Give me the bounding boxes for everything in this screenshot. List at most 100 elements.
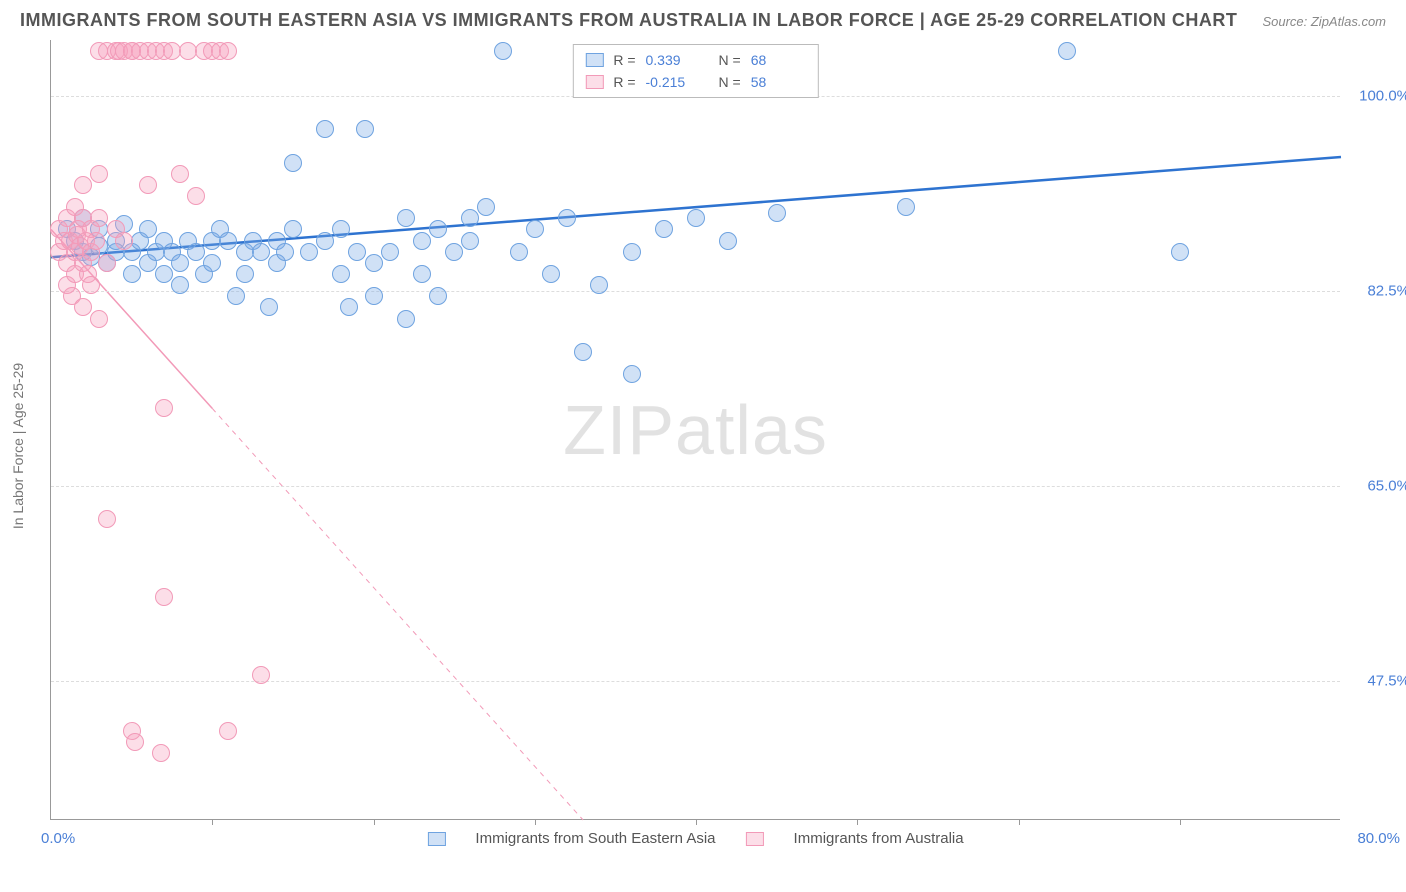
point-blue [365,254,383,272]
point-blue [365,287,383,305]
trend-line-dashed [212,408,583,820]
point-blue [284,154,302,172]
point-pink [98,254,116,272]
point-pink [90,310,108,328]
point-blue [590,276,608,294]
y-tick-label: 47.5% [1350,672,1406,689]
point-blue [356,120,374,138]
point-pink [87,232,105,250]
point-blue [276,243,294,261]
point-blue [558,209,576,227]
point-blue [623,243,641,261]
point-blue [445,243,463,261]
legend-row-blue: R = 0.339 N = 68 [585,49,805,71]
point-blue [542,265,560,283]
point-blue [123,265,141,283]
r-value-pink: -0.215 [646,71,701,93]
swatch-blue-icon [427,832,445,846]
legend-label-blue: Immigrants from South Eastern Asia [475,830,715,847]
scatter-plot: ZIPatlas R = 0.339 N = 68 R = -0.215 N =… [50,40,1340,820]
x-tick-mark [1019,819,1020,825]
point-blue [413,232,431,250]
point-pink [90,165,108,183]
point-pink [115,232,133,250]
x-tick-mark [1180,819,1181,825]
r-label: R = [613,71,635,93]
point-blue [284,220,302,238]
point-blue [203,254,221,272]
point-blue [413,265,431,283]
y-axis-label: In Labor Force | Age 25-29 [10,363,26,529]
source-credit: Source: ZipAtlas.com [1262,14,1386,29]
point-blue [381,243,399,261]
point-blue [316,120,334,138]
point-pink [171,165,189,183]
gridline-h [51,681,1340,682]
point-blue [429,220,447,238]
legend-row-pink: R = -0.215 N = 58 [585,71,805,93]
x-tick-mark [857,819,858,825]
point-pink [155,588,173,606]
point-blue [655,220,673,238]
point-blue [219,232,237,250]
r-label: R = [613,49,635,71]
series-legend: Immigrants from South Eastern Asia Immig… [427,830,963,847]
point-blue [397,209,415,227]
correlation-legend: R = 0.339 N = 68 R = -0.215 N = 58 [572,44,818,98]
point-blue [429,287,447,305]
point-blue [316,232,334,250]
point-pink [252,666,270,684]
n-value-pink: 58 [751,71,806,93]
point-blue [768,204,786,222]
point-blue [1171,243,1189,261]
point-blue [139,220,157,238]
point-blue [461,209,479,227]
point-pink [126,733,144,751]
n-label: N = [719,71,741,93]
point-pink [219,42,237,60]
y-tick-label: 82.5% [1350,282,1406,299]
point-blue [227,287,245,305]
point-pink [74,298,92,316]
y-tick-label: 65.0% [1350,477,1406,494]
r-value-blue: 0.339 [646,49,701,71]
trend-lines-svg [51,40,1341,820]
point-pink [98,510,116,528]
point-pink [187,187,205,205]
chart-title: IMMIGRANTS FROM SOUTH EASTERN ASIA VS IM… [20,10,1237,31]
point-pink [139,176,157,194]
point-blue [348,243,366,261]
point-pink [90,209,108,227]
point-blue [526,220,544,238]
x-tick-mark [212,819,213,825]
point-blue [574,343,592,361]
point-pink [219,722,237,740]
point-blue [623,365,641,383]
point-blue [510,243,528,261]
point-blue [1058,42,1076,60]
point-blue [236,265,254,283]
n-value-blue: 68 [751,49,806,71]
point-blue [477,198,495,216]
x-tick-mark [374,819,375,825]
point-blue [155,265,173,283]
point-blue [171,276,189,294]
x-tick-max: 80.0% [1357,830,1400,847]
point-blue [332,220,350,238]
swatch-pink-icon [585,75,603,89]
point-pink [152,744,170,762]
gridline-h [51,486,1340,487]
point-pink [82,276,100,294]
point-blue [260,298,278,316]
point-pink [155,399,173,417]
n-label: N = [719,49,741,71]
point-blue [397,310,415,328]
point-blue [687,209,705,227]
point-blue [461,232,479,250]
point-blue [719,232,737,250]
point-pink [74,176,92,194]
point-blue [897,198,915,216]
point-blue [300,243,318,261]
point-blue [340,298,358,316]
legend-label-pink: Immigrants from Australia [794,830,964,847]
